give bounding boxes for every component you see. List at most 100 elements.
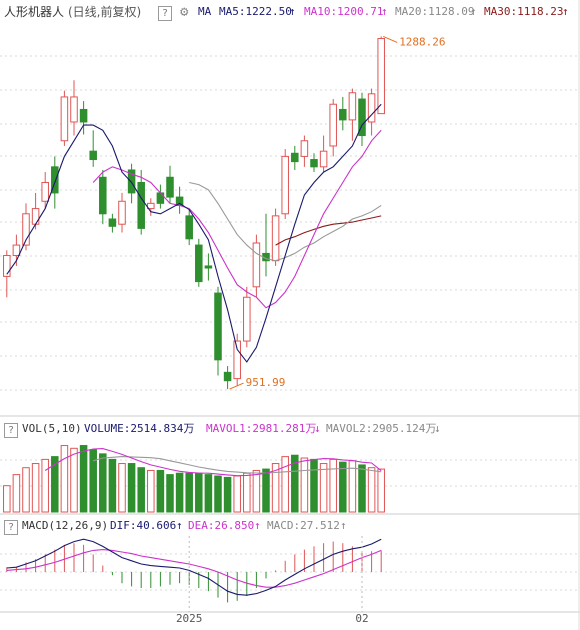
volume-bar (108, 458, 117, 513)
candle-body (310, 159, 318, 168)
ma30-arrow: ↑ (562, 5, 569, 18)
volume-bar (137, 467, 145, 513)
volume-bar (3, 485, 11, 513)
candle-body (79, 108, 88, 123)
ma5-arrow: ↑ (289, 5, 296, 18)
volume-bar (118, 463, 126, 513)
ma-label: MA (198, 5, 212, 18)
candle-body (156, 192, 165, 204)
macd-arrow: ↑ (340, 519, 347, 532)
mavol1-value: MAVOL1:2981.281万 (206, 422, 317, 435)
volume-bar (89, 449, 97, 513)
volume-bar (262, 468, 270, 513)
candle-body (271, 215, 280, 262)
candle-body (118, 200, 126, 225)
mavol2-arrow: ↓ (434, 422, 441, 435)
candle-body (166, 176, 174, 198)
mavol1-line (44, 448, 382, 477)
volume-bar (51, 456, 59, 513)
volume-bar (99, 453, 107, 513)
volume-bar (204, 474, 213, 513)
high-annotation-arrow (383, 35, 398, 43)
volume-bar (127, 463, 136, 513)
dif-line (6, 538, 382, 596)
candle-body (339, 108, 347, 121)
gear-icon[interactable]: ⚙ (180, 4, 189, 20)
candle-body (99, 176, 107, 215)
candle-body (223, 371, 232, 382)
ma5-value: MA5:1222.50 (219, 5, 292, 18)
volume-bar (175, 472, 184, 513)
volume-bar (214, 475, 222, 513)
volume-bar (166, 474, 174, 513)
volume-bar (70, 447, 78, 513)
volume-value: VOLUME:2514.834万 (84, 422, 195, 435)
volume-bar (22, 467, 30, 513)
ma30-line (275, 215, 382, 246)
volume-bar (195, 472, 203, 513)
volume-bar (367, 467, 376, 513)
volume-bar (339, 461, 347, 513)
macd-value: MACD:27.512 (267, 519, 340, 532)
stock-name: 人形机器人 (4, 5, 65, 19)
volume-bar (60, 445, 69, 513)
candle-body (367, 93, 376, 123)
low-annotation-label: 951.99 (246, 376, 286, 389)
volume-bar (185, 472, 193, 513)
volume-bar (156, 469, 165, 513)
ma20-line (189, 181, 382, 262)
candle-body (12, 244, 21, 257)
candle-body (204, 265, 213, 269)
candle-body (195, 244, 203, 283)
candle-body (300, 140, 309, 157)
volume-bar (358, 464, 366, 513)
candle-body (108, 218, 117, 227)
ma20-value: MA20:1128.09 (395, 5, 475, 18)
volume-bar (252, 469, 261, 513)
volume-bar (31, 463, 40, 513)
candle-body (281, 155, 289, 215)
volume-bar (243, 472, 251, 513)
volume-legend: ? VOL(5,10) VOLUME:2514.834万 MAVOL1:2981… (0, 421, 580, 443)
candle-body (348, 92, 357, 121)
candle-body (291, 152, 299, 163)
macd-help-icon[interactable]: ? (4, 520, 18, 535)
ma20-arrow: ↑ (470, 5, 477, 18)
mavol2-line (93, 456, 382, 474)
candle-body (60, 96, 69, 142)
ma5-line (6, 103, 382, 363)
volume-bar (271, 463, 280, 513)
candle-body (70, 96, 78, 123)
candle-body (358, 98, 366, 137)
volume-bar (310, 458, 318, 513)
volume-bar (291, 454, 299, 513)
ma30-value: MA30:1118.23 (484, 5, 564, 18)
dea-arrow: ↑ (254, 519, 261, 532)
period-label: (日线,前复权) (68, 5, 142, 19)
ma10-line (92, 129, 382, 309)
candle-body (51, 166, 59, 194)
candle-body (233, 340, 241, 380)
volume-bar (281, 456, 289, 513)
candle-body (319, 150, 328, 168)
candle-body (252, 242, 261, 288)
macd-legend: ? MACD(12,26,9) DIF:40.606 ↑ DEA:26.850 … (0, 518, 580, 540)
help-icon[interactable]: ? (158, 6, 172, 21)
candle-body (31, 208, 40, 225)
volume-bar (223, 476, 232, 513)
candle-body (3, 255, 11, 277)
low-annotation-arrow (229, 382, 244, 390)
candle-body (41, 181, 49, 202)
candle-body (329, 103, 337, 147)
x-axis-tick-label: 02 (355, 612, 368, 625)
volume-bar (329, 458, 337, 513)
dif-value: DIF:40.606 (110, 519, 177, 532)
volume-help-icon[interactable]: ? (4, 423, 18, 438)
candle-body (243, 296, 251, 342)
volume-bar (377, 468, 385, 513)
dea-value: DEA:26.850 (188, 519, 255, 532)
mavol2-value: MAVOL2:2905.124万 (326, 422, 437, 435)
high-annotation-label: 1288.26 (399, 35, 445, 48)
